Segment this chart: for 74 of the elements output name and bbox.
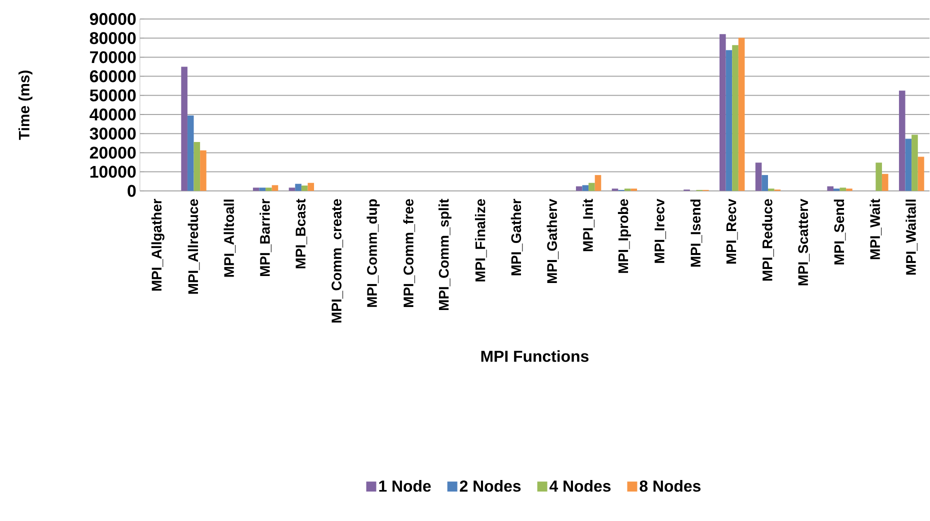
x-tick-label: MPI_Gather xyxy=(510,199,523,276)
y-tick-label: 70000 xyxy=(90,51,136,64)
bar xyxy=(738,38,745,192)
x-tick-label: MPI_Recv xyxy=(726,198,738,264)
bar xyxy=(720,34,726,192)
x-tick-label: MPI_Irecv xyxy=(654,198,666,263)
bar xyxy=(272,185,278,192)
x-axis-title: MPI Functions xyxy=(481,350,588,362)
y-tick-label: 20000 xyxy=(90,146,136,159)
bar xyxy=(259,188,266,192)
legend-label: 1 Node xyxy=(379,480,431,492)
x-tick-label: MPI_Comm_split xyxy=(438,198,452,310)
bar xyxy=(612,188,618,192)
x-tick-label: MPI_Scatterv xyxy=(798,198,810,286)
bar xyxy=(630,188,638,192)
x-tick-label: MPI_Barrier xyxy=(260,199,272,276)
x-tick-label: MPI_Comm_create xyxy=(332,199,344,323)
x-tick-label: MPI_Iprobe xyxy=(618,199,631,273)
bar xyxy=(898,90,906,192)
x-tick-label: MPI_Allreduce xyxy=(188,199,200,294)
x-tick-label: MPI_Reduce xyxy=(762,199,774,281)
y-tick-label: 90000 xyxy=(90,13,136,26)
y-tick-label: 30000 xyxy=(90,128,136,140)
bar xyxy=(768,188,774,192)
bar xyxy=(732,45,738,192)
x-tick-label: MPI_Alltoall xyxy=(224,200,236,277)
legend-label: 4 Nodes xyxy=(550,480,611,492)
bar xyxy=(582,185,589,192)
bar xyxy=(301,186,308,192)
x-tick-label: MPI_Send xyxy=(834,200,846,264)
bar xyxy=(252,188,260,192)
y-tick-label: 60000 xyxy=(90,70,136,82)
y-tick-label: 0 xyxy=(128,185,136,198)
bar xyxy=(594,175,602,192)
bar xyxy=(882,174,888,192)
bar xyxy=(181,66,188,192)
legend-label: 2 Nodes xyxy=(460,480,521,492)
x-tick-label: MPI_Allgather xyxy=(151,199,164,291)
bar xyxy=(876,162,882,192)
bar xyxy=(846,188,852,192)
x-tick-label: MPI_Comm_free xyxy=(403,199,416,308)
bar xyxy=(840,188,846,192)
legend-label: 8 Nodes xyxy=(640,480,701,492)
y-tick-label: 40000 xyxy=(90,108,136,121)
y-axis-title: Time (ms) xyxy=(18,70,32,140)
x-tick-label: MPI_Init xyxy=(582,198,594,252)
x-tick-label: MPI_Bcast xyxy=(296,198,308,268)
x-tick-label: MPI_Wait xyxy=(870,198,882,260)
bar xyxy=(194,142,200,192)
bar xyxy=(588,183,595,192)
bar xyxy=(266,188,272,192)
x-tick-label: MPI_Isend xyxy=(690,200,702,267)
bar xyxy=(905,138,912,192)
x-tick-label: MPI_Waitall xyxy=(906,200,918,275)
bar xyxy=(833,188,840,192)
bar xyxy=(918,156,924,192)
x-tick-label: MPI_Finalize xyxy=(474,199,487,282)
bar xyxy=(827,186,834,192)
y-tick-label: 50000 xyxy=(90,90,136,102)
bar xyxy=(755,162,762,192)
bar xyxy=(308,183,314,192)
x-tick-label: MPI_Gatherv xyxy=(546,198,559,284)
x-tick-label: MPI_Comm_dup xyxy=(366,199,380,308)
bar xyxy=(624,188,631,192)
bar xyxy=(576,186,582,192)
bar xyxy=(912,134,918,192)
y-tick-label: 80000 xyxy=(90,32,136,44)
y-tick-label: 10000 xyxy=(90,166,136,178)
bar xyxy=(295,184,302,192)
bar xyxy=(187,116,194,192)
bar xyxy=(288,188,296,192)
bar xyxy=(726,50,732,192)
bar xyxy=(762,175,768,192)
bar xyxy=(200,150,206,192)
